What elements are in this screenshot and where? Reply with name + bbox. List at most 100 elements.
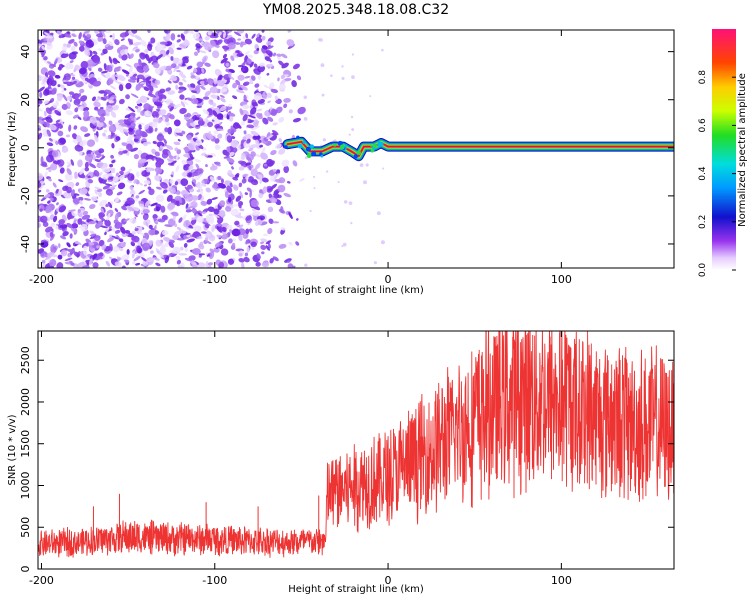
noise-blob: [108, 124, 117, 133]
noise-blob: [121, 254, 130, 261]
noise-blob: [167, 126, 173, 135]
noise-blob: [201, 231, 207, 234]
noise-blob: [227, 42, 236, 50]
noise-blob: [216, 234, 222, 238]
noise-blob: [38, 128, 42, 131]
noise-blob: [105, 188, 113, 196]
noise-blob: [272, 190, 280, 196]
noise-blob: [265, 245, 271, 251]
noise-blob: [75, 240, 82, 246]
noise-speck: [330, 74, 333, 77]
y-tick-label: 500: [19, 517, 32, 538]
noise-blob: [234, 42, 241, 45]
noise-blob: [118, 264, 123, 268]
noise-blob: [159, 88, 166, 94]
noise-blob: [173, 119, 181, 127]
noise-speck: [320, 63, 325, 68]
noise-blob: [68, 124, 72, 132]
noise-blob: [112, 176, 120, 182]
noise-blob: [138, 158, 147, 164]
noise-blob: [262, 117, 269, 125]
noise-blob: [116, 124, 124, 131]
noise-blob: [51, 150, 59, 158]
noise-blob: [108, 226, 112, 229]
noise-blob: [145, 221, 149, 227]
noise-blob: [51, 87, 57, 95]
noise-blob: [129, 53, 134, 59]
noise-blob: [44, 171, 48, 178]
noise-blob: [169, 178, 174, 184]
noise-speck: [309, 210, 312, 213]
ridge-speck: [305, 146, 311, 152]
noise-blob: [46, 129, 51, 137]
noise-blob: [132, 261, 136, 265]
noise-blob: [43, 89, 50, 96]
noise-blob: [150, 82, 158, 88]
noise-blob: [115, 136, 121, 141]
y-tick-label: 20: [19, 93, 32, 107]
noise-blob: [68, 52, 77, 60]
noise-blob: [89, 258, 93, 266]
noise-blob: [178, 81, 184, 86]
noise-blob: [56, 30, 63, 36]
noise-blob: [83, 198, 92, 201]
y-tick-label: 0: [19, 566, 32, 573]
noise-blob: [264, 56, 271, 62]
noise-blob: [55, 191, 60, 196]
noise-blob: [102, 185, 111, 190]
noise-blob: [220, 97, 226, 103]
noise-blob: [118, 84, 124, 92]
noise-blob: [253, 135, 261, 140]
noise-blob: [128, 106, 135, 113]
noise-blob: [280, 53, 288, 59]
noise-blob: [79, 188, 88, 195]
noise-blob: [82, 80, 88, 84]
noise-blob: [208, 234, 216, 242]
noise-blob: [151, 111, 159, 118]
noise-blob: [245, 33, 249, 39]
noise-blob: [164, 118, 170, 123]
noise-blob: [184, 247, 189, 252]
noise-blob: [107, 236, 115, 243]
noise-blob: [123, 218, 130, 222]
noise-blob: [127, 206, 135, 212]
noise-blob: [223, 38, 231, 45]
noise-blob: [220, 57, 228, 64]
noise-blob: [239, 190, 243, 199]
noise-blob: [70, 159, 75, 166]
noise-speck: [348, 133, 351, 136]
noise-blob: [250, 151, 257, 157]
noise-blob: [225, 151, 230, 157]
noise-blob: [288, 211, 293, 219]
noise-blob: [175, 255, 181, 260]
noise-blob: [80, 126, 88, 133]
noise-speck: [337, 180, 340, 184]
noise-blob: [45, 208, 50, 214]
noise-blob: [101, 30, 106, 38]
noise-blob: [295, 241, 300, 246]
noise-blob: [41, 75, 48, 83]
noise-blob: [133, 179, 138, 184]
noise-blob: [74, 144, 84, 152]
noise-blob: [242, 104, 250, 109]
noise-blob: [266, 134, 274, 140]
noise-blob: [53, 58, 58, 66]
noise-blob: [112, 105, 119, 111]
noise-blob: [84, 75, 90, 79]
noise-blob: [260, 244, 267, 251]
noise-blob: [251, 33, 256, 39]
noise-blob: [237, 38, 242, 41]
noise-blob: [209, 109, 213, 113]
noise-blob: [273, 168, 277, 173]
noise-blob: [111, 227, 116, 233]
noise-blob: [249, 190, 252, 198]
noise-blob: [60, 249, 68, 257]
noise-blob: [114, 39, 120, 46]
noise-blob: [195, 132, 199, 136]
noise-blob: [141, 257, 147, 262]
noise-blob: [106, 212, 111, 221]
noise-blob: [195, 43, 201, 49]
noise-blob: [183, 232, 191, 236]
noise-blob: [153, 121, 158, 125]
noise-blob: [213, 208, 220, 215]
